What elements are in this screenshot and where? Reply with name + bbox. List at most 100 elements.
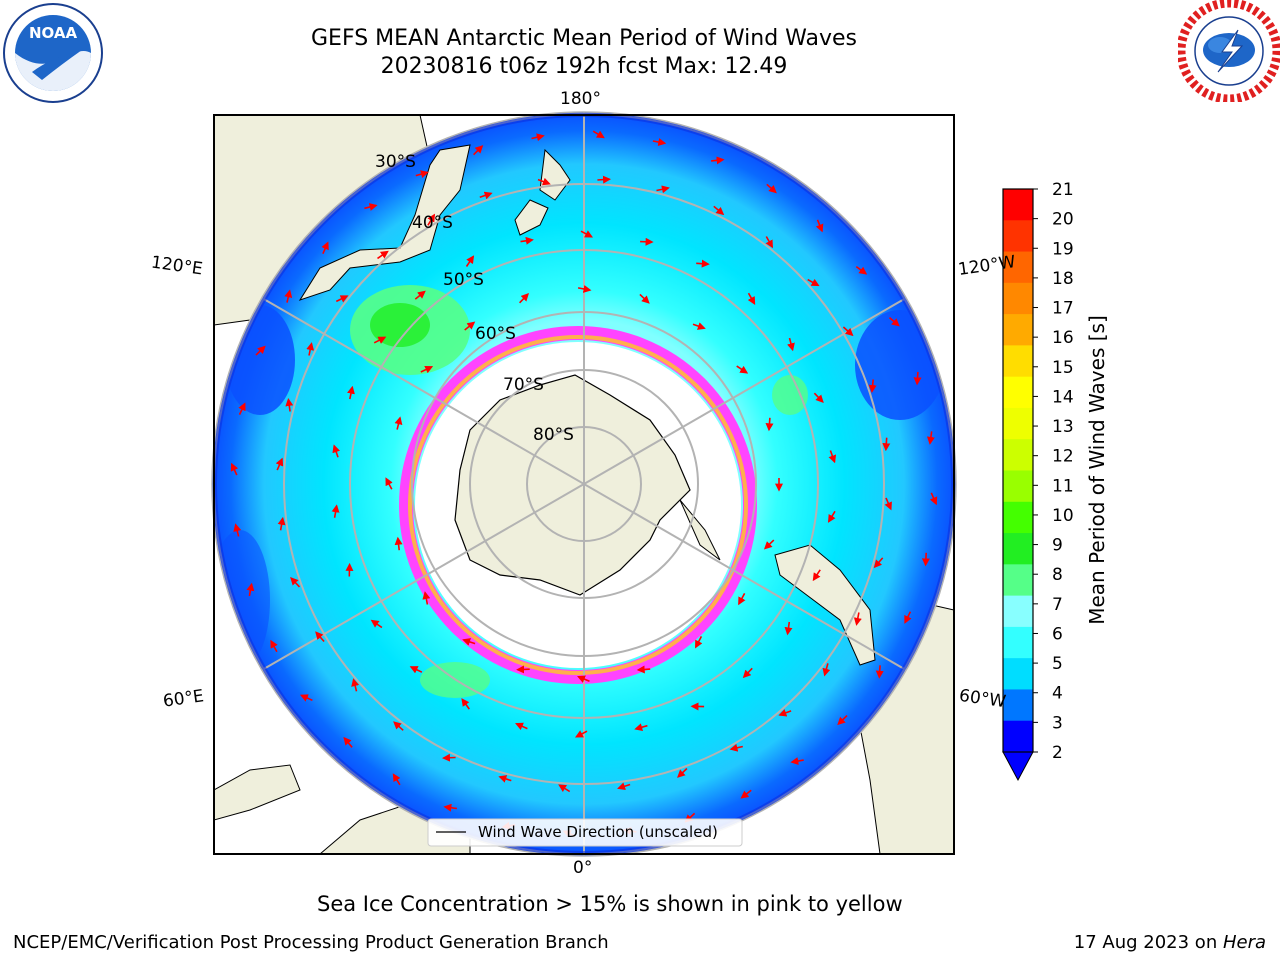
wind-arrow xyxy=(461,698,470,710)
colorbar-tick-label: 19 xyxy=(1052,239,1074,259)
wind-arrow xyxy=(479,191,493,200)
wind-arrow xyxy=(385,477,393,490)
wind-arrow xyxy=(828,450,837,464)
wind-arrow xyxy=(299,694,313,702)
wind-arrow xyxy=(332,444,341,458)
colorbar-segment xyxy=(1003,470,1033,503)
wind-arrow xyxy=(331,504,340,518)
noaa-logo: NOAA xyxy=(3,3,103,103)
colorbar-segment xyxy=(1003,626,1033,659)
wind-arrow xyxy=(347,385,355,400)
wind-arrow xyxy=(370,619,383,629)
wind-arrow xyxy=(558,784,571,793)
map-boundary xyxy=(211,111,957,857)
wind-arrow xyxy=(285,398,294,412)
lon-label-0: 0° xyxy=(573,858,593,878)
wind-arrow xyxy=(284,289,293,303)
wind-arrow xyxy=(290,577,301,588)
wind-arrow xyxy=(868,379,877,393)
wind-arrow xyxy=(837,715,848,726)
wind-arrow xyxy=(462,638,476,646)
plot-subtitle: 20230816 t06z 192h fcst Max: 12.49 xyxy=(380,54,788,79)
colorbar-tick-label: 4 xyxy=(1052,684,1063,704)
colorbar-segment xyxy=(1003,439,1033,471)
wind-arrow xyxy=(695,636,703,649)
wind-arrow xyxy=(519,293,530,304)
colorbar-label: Mean Period of Wind Waves [s] xyxy=(1085,315,1109,625)
footer-date-text: 17 Aug 2023 on xyxy=(1073,932,1223,953)
wind-arrow xyxy=(427,213,436,226)
wind-arrow xyxy=(790,757,804,765)
wind-arrow xyxy=(652,138,667,146)
wind-arrow xyxy=(306,342,315,356)
wind-arrow xyxy=(364,203,378,211)
wind-arrow xyxy=(617,782,631,791)
legend-label: Wind Wave Direction (unscaled) xyxy=(478,823,718,841)
wind-arrow xyxy=(531,133,545,142)
wind-arrow xyxy=(394,536,403,551)
colorbar-tick-label: 11 xyxy=(1052,476,1074,496)
wind-arrow xyxy=(711,156,725,165)
colorbar-ticks: 21 20 19 18 17 16 15 14 13 12 11 10 9 8 7 6 5 4 3 2 xyxy=(1033,180,1074,763)
wind-arrow xyxy=(929,492,938,506)
wind-arrow xyxy=(873,557,884,569)
wind-arrow xyxy=(233,523,242,537)
wind-arrow xyxy=(537,177,551,186)
antarctica-land xyxy=(454,374,691,596)
wind-arrow xyxy=(577,284,592,293)
wave-patch-dark-green xyxy=(370,303,430,347)
australia-coast xyxy=(298,144,471,301)
wind-arrow xyxy=(888,316,900,327)
wind-arrow xyxy=(784,621,793,636)
sea-ice-ring-inner xyxy=(408,335,748,675)
wind-arrow xyxy=(904,611,912,624)
wind-arrow xyxy=(713,205,725,216)
wind-arrow xyxy=(812,569,821,582)
wind-arrow xyxy=(742,667,753,679)
lat-label-50s: 50°S xyxy=(443,270,484,290)
footer-date: 17 Aug 2023 on Hera xyxy=(1074,932,1266,953)
colorbar-tick-label: 13 xyxy=(1052,417,1074,437)
wind-arrow xyxy=(875,665,884,679)
wind-arrow xyxy=(498,775,512,783)
wind-arrow xyxy=(736,365,749,374)
lat-label-30s: 30°S xyxy=(375,152,416,172)
wind-arrow xyxy=(634,723,648,732)
colorbar-tick-label: 17 xyxy=(1052,299,1074,319)
wind-arrow xyxy=(636,665,651,674)
wind-arrow xyxy=(747,292,756,305)
wind-arrow xyxy=(921,552,930,567)
wind-arrow xyxy=(520,236,534,245)
wind-arrow xyxy=(884,497,892,511)
colorbar-segment xyxy=(1003,220,1033,253)
wind-arrow xyxy=(842,326,854,337)
wave-patch-green xyxy=(772,375,808,415)
wind-arrow xyxy=(394,416,403,430)
wind-arrow xyxy=(738,593,746,606)
nws-logo xyxy=(1178,0,1280,102)
lat-label-80s: 80°S xyxy=(533,425,574,445)
wind-arrow xyxy=(763,539,775,550)
colorbar-tick-label: 10 xyxy=(1052,506,1074,526)
colorbar-tick-label: 21 xyxy=(1052,180,1074,200)
lat-label-60s: 60°S xyxy=(475,324,516,344)
wind-arrow xyxy=(656,185,670,194)
colorbar-tick-label: 20 xyxy=(1052,210,1074,230)
wind-arrow xyxy=(335,295,349,303)
colorbar-segment xyxy=(1003,564,1033,597)
colorbar-tick-label: 14 xyxy=(1052,387,1074,407)
wind-arrow xyxy=(577,675,590,683)
wind-arrow xyxy=(270,639,278,653)
wind-arrow xyxy=(766,183,777,194)
colorbar-segment xyxy=(1003,689,1033,722)
colorbar-tick-label: 8 xyxy=(1052,565,1063,585)
lat-label-70s: 70°S xyxy=(503,375,544,395)
wind-arrow xyxy=(516,665,530,674)
colorbar-segment xyxy=(1003,595,1033,628)
wind-arrow xyxy=(639,293,650,304)
wind-arrow xyxy=(315,631,325,643)
wind-arrow xyxy=(765,236,773,249)
map-frame xyxy=(213,114,955,855)
colorbar-segment xyxy=(1003,376,1033,409)
